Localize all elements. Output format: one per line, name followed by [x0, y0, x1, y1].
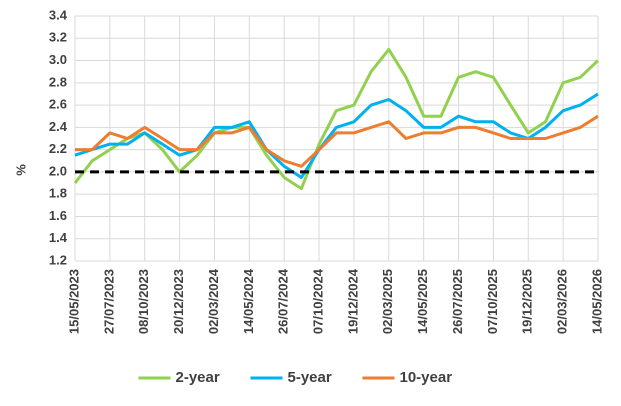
- y-tick-label: 2.2: [49, 141, 67, 156]
- x-tick-label: 02/03/2026: [555, 269, 570, 334]
- x-tick-label: 19/12/2024: [345, 268, 360, 334]
- x-tick-label: 14/05/2026: [589, 269, 604, 334]
- x-tick-label: 14/05/2024: [241, 268, 256, 334]
- y-tick-label: 2.0: [49, 163, 67, 178]
- x-tick-label: 15/05/2023: [66, 269, 81, 334]
- y-tick-label: 1.6: [49, 208, 67, 223]
- y-tick-label: 3.4: [49, 7, 68, 22]
- y-tick-label: 1.2: [49, 252, 67, 267]
- x-tick-label: 07/10/2025: [485, 269, 500, 334]
- y-axis-label: %: [13, 164, 28, 176]
- series-line: [75, 114, 599, 168]
- x-tick-label: 26/07/2024: [276, 268, 291, 334]
- y-tick-label: 3.0: [49, 52, 67, 67]
- x-tick-label: 19/12/2025: [520, 269, 535, 334]
- y-tick-label: 2.4: [49, 119, 68, 134]
- x-tick-label: 14/05/2025: [415, 269, 430, 334]
- legend-label: 2-year: [176, 369, 220, 386]
- y-tick-label: 2.8: [49, 74, 67, 89]
- series-line: [73, 47, 600, 191]
- y-tick-label: 3.2: [49, 30, 67, 45]
- x-tick-label: 07/10/2024: [311, 268, 326, 334]
- y-tick-label: 1.8: [49, 186, 67, 201]
- x-tick-label: 26/07/2025: [450, 269, 465, 334]
- legend-label: 5-year: [288, 369, 332, 386]
- legend-label: 10-year: [400, 369, 453, 386]
- series-line: [74, 92, 599, 179]
- y-tick-label: 1.4: [49, 230, 68, 245]
- x-tick-label: 02/03/2025: [380, 269, 395, 334]
- x-tick-label: 27/07/2023: [101, 269, 116, 334]
- x-tick-label: 02/03/2024: [206, 268, 221, 334]
- x-tick-label: 08/10/2023: [136, 269, 151, 334]
- y-tick-label: 2.6: [49, 97, 67, 112]
- x-tick-label: 20/12/2023: [171, 269, 186, 334]
